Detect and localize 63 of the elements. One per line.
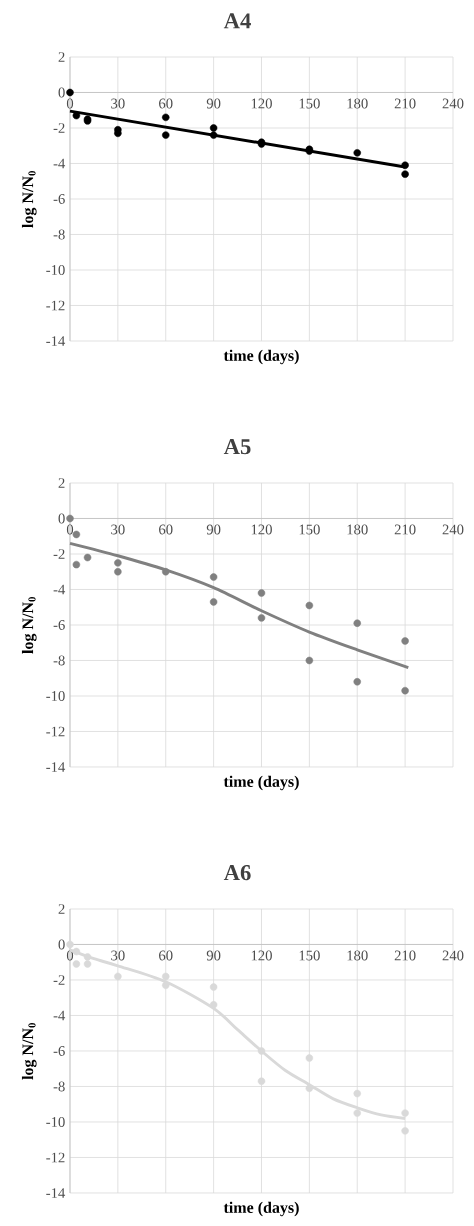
x-tick-label: 30 xyxy=(111,950,125,961)
y-tick-label: -2 xyxy=(53,975,65,985)
x-tick-label: 240 xyxy=(442,98,464,109)
y-axis-title: log N/N$_{0}$ xyxy=(21,1023,37,1080)
x-tick-label: 90 xyxy=(206,98,221,109)
x-tick-label: 120 xyxy=(251,950,272,961)
x-tick-label: 0 xyxy=(66,950,74,961)
x-tick-label: 210 xyxy=(394,98,416,109)
x-tick-label: 60 xyxy=(159,98,173,109)
y-tick-label: -6 xyxy=(53,1046,65,1056)
y-tick-label: -14 xyxy=(46,336,66,346)
y-tick-label: -10 xyxy=(46,265,65,275)
y-tick-label: -8 xyxy=(53,1081,65,1092)
y-tick-label: -10 xyxy=(46,691,65,701)
chart-title: A4 xyxy=(223,13,251,29)
x-tick-label: 210 xyxy=(394,524,416,535)
y-tick-label: 2 xyxy=(58,904,65,914)
y-tick-label: 2 xyxy=(58,52,65,62)
y-tick-label: -6 xyxy=(53,194,65,204)
y-tick-label: -4 xyxy=(53,584,66,595)
y-tick-label: -8 xyxy=(53,229,65,240)
y-axis-title: log N/N$_{0}$ xyxy=(21,597,37,654)
y-tick-label: -12 xyxy=(46,300,65,311)
x-axis-title: time (days) xyxy=(223,775,299,791)
y-tick-label: -14 xyxy=(46,1188,66,1198)
x-tick-label: 30 xyxy=(111,524,125,535)
y-tick-label: 2 xyxy=(58,478,65,488)
y-tick-label: 0 xyxy=(58,513,65,524)
x-tick-label: 240 xyxy=(442,950,464,961)
y-tick-label: -12 xyxy=(46,1152,65,1163)
y-tick-label: -4 xyxy=(53,1010,66,1021)
x-tick-label: 30 xyxy=(111,98,125,109)
y-tick-label: -4 xyxy=(53,158,66,169)
x-tick-label: 120 xyxy=(251,98,272,109)
x-tick-label: 0 xyxy=(66,524,74,535)
y-tick-label: 0 xyxy=(58,87,65,98)
y-tick-label: -14 xyxy=(46,762,66,772)
x-tick-label: 120 xyxy=(251,524,272,535)
y-tick-label: -2 xyxy=(53,549,65,559)
x-tick-label: 90 xyxy=(206,524,221,535)
x-tick-label: 240 xyxy=(442,524,464,535)
x-tick-label: 180 xyxy=(347,98,368,109)
x-tick-label: 150 xyxy=(299,98,320,109)
y-tick-label: 0 xyxy=(58,939,65,950)
y-tick-label: -2 xyxy=(53,123,65,133)
x-tick-label: 150 xyxy=(299,950,320,961)
x-tick-label: 60 xyxy=(159,950,173,961)
y-tick-label: -10 xyxy=(46,1117,65,1127)
y-tick-label: -12 xyxy=(46,726,65,737)
chart-title: A5 xyxy=(223,439,251,455)
y-tick-label: -8 xyxy=(53,655,65,666)
x-tick-label: 150 xyxy=(299,524,320,535)
x-axis-title: time (days) xyxy=(223,349,299,365)
x-tick-label: 90 xyxy=(206,950,221,961)
x-axis-title: time (days) xyxy=(223,1201,299,1217)
x-tick-label: 210 xyxy=(394,950,416,961)
x-tick-label: 180 xyxy=(347,524,368,535)
chart-title: A6 xyxy=(223,865,251,881)
y-axis-title: log N/N$_{0}$ xyxy=(21,171,37,228)
x-tick-label: 60 xyxy=(159,524,173,535)
x-tick-label: 180 xyxy=(347,950,368,961)
y-tick-label: -6 xyxy=(53,620,65,630)
x-tick-label: 0 xyxy=(66,98,74,109)
